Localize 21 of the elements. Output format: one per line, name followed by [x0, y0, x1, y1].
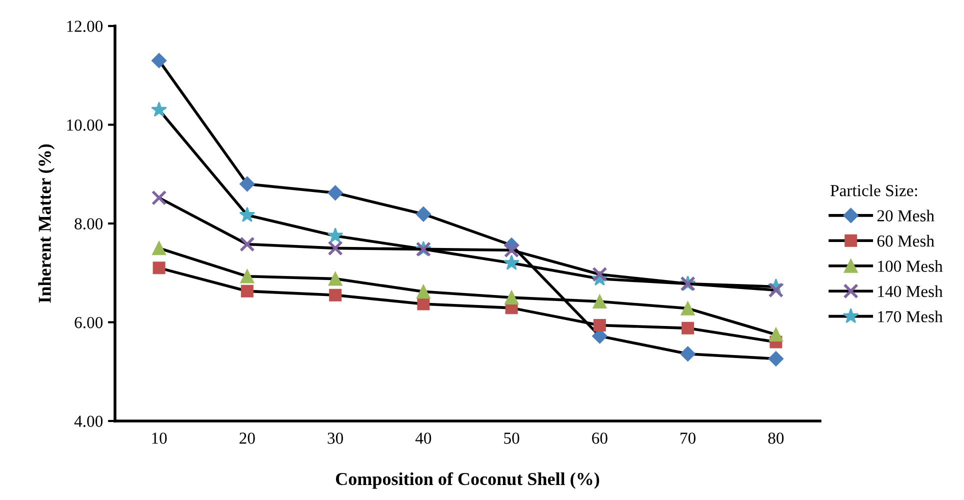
legend-label: 20 Mesh — [877, 210, 934, 222]
y-axis-title: Inherent Matter (%) — [38, 144, 55, 303]
x-tick-label: 80 — [768, 432, 784, 444]
y-tick-label: 12.00 — [67, 20, 103, 32]
x-tick-label: 50 — [504, 432, 520, 444]
x-tick-label: 20 — [240, 432, 255, 444]
legend-label: 100 Mesh — [878, 260, 943, 272]
x-tick-label: 10 — [152, 432, 167, 444]
y-tick-label: 4.00 — [74, 416, 103, 428]
x-tick-label: 60 — [592, 432, 608, 444]
y-tick-label: 8.00 — [74, 218, 103, 230]
y-tick-label: 10.00 — [67, 119, 103, 131]
legend-label: 140 Mesh — [878, 285, 943, 298]
legend-label: 170 Mesh — [878, 310, 943, 322]
y-tick-label: 6.00 — [74, 316, 103, 328]
x-axis-title: Composition of Coconut Shell (%) — [336, 472, 600, 489]
x-tick-label: 40 — [415, 432, 432, 444]
legend-title: Particle Size: — [830, 184, 918, 196]
legend-label: 60 Mesh — [877, 234, 934, 247]
x-tick-label: 30 — [328, 432, 344, 444]
x-tick-label: 70 — [680, 432, 696, 444]
